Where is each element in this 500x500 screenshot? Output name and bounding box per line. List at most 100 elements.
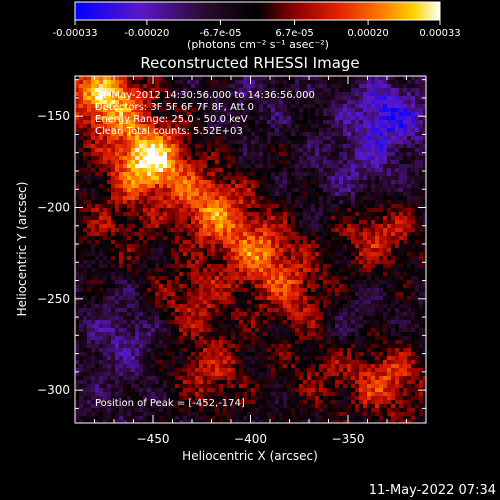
- heatmap-cell: [171, 156, 176, 161]
- heatmap-cell: [115, 232, 120, 237]
- heatmap-cell: [107, 248, 112, 253]
- heatmap-cell: [215, 144, 220, 149]
- heatmap-cell: [307, 152, 312, 157]
- heatmap-cell: [343, 236, 348, 241]
- heatmap-cell: [223, 80, 228, 85]
- heatmap-cell: [79, 108, 84, 113]
- heatmap-cell: [139, 168, 144, 173]
- heatmap-cell: [123, 100, 128, 105]
- heatmap-cell: [379, 144, 384, 149]
- heatmap-cell: [375, 224, 380, 229]
- heatmap-cell: [87, 280, 92, 285]
- heatmap-cell: [187, 120, 192, 125]
- heatmap-cell: [411, 184, 416, 189]
- heatmap-cell: [327, 140, 332, 145]
- heatmap-cell: [343, 148, 348, 153]
- heatmap-cell: [355, 196, 360, 201]
- heatmap-cell: [343, 244, 348, 249]
- heatmap-cell: [299, 220, 304, 225]
- heatmap-cell: [219, 296, 224, 301]
- heatmap-cell: [167, 288, 172, 293]
- heatmap-cell: [311, 288, 316, 293]
- heatmap-cell: [375, 116, 380, 121]
- heatmap-cell: [267, 92, 272, 97]
- heatmap-cell: [235, 100, 240, 105]
- heatmap-cell: [235, 172, 240, 177]
- heatmap-cell: [247, 120, 252, 125]
- heatmap-cell: [395, 224, 400, 229]
- heatmap-cell: [371, 168, 376, 173]
- heatmap-cell: [343, 276, 348, 281]
- heatmap-cell: [403, 260, 408, 265]
- heatmap-cell: [159, 132, 164, 137]
- heatmap-cell: [243, 180, 248, 185]
- heatmap-cell: [179, 264, 184, 269]
- heatmap-cell: [367, 168, 372, 173]
- heatmap-cell: [223, 152, 228, 157]
- heatmap-cell: [91, 140, 96, 145]
- heatmap-cell: [231, 196, 236, 201]
- heatmap-cell: [271, 120, 276, 125]
- heatmap-cell: [203, 284, 208, 289]
- heatmap-cell: [159, 76, 164, 81]
- heatmap-cell: [127, 156, 132, 161]
- heatmap-cell: [131, 184, 136, 189]
- colorbar-ticks: [74, 20, 441, 25]
- heatmap-cell: [243, 172, 248, 177]
- heatmap-cell: [79, 252, 84, 257]
- heatmap-cell: [303, 260, 308, 265]
- heatmap-cell: [99, 160, 104, 165]
- heatmap-cell: [399, 184, 404, 189]
- heatmap-cell: [183, 208, 188, 213]
- heatmap-cell: [115, 244, 120, 249]
- heatmap-cell: [175, 96, 180, 101]
- heatmap-cell: [355, 112, 360, 117]
- heatmap-cell: [319, 128, 324, 133]
- heatmap-cell: [127, 220, 132, 225]
- heatmap-cell: [379, 256, 384, 261]
- heatmap-cell: [139, 152, 144, 157]
- heatmap-cell: [255, 192, 260, 197]
- heatmap-cell: [135, 116, 140, 121]
- heatmap-cell: [287, 244, 292, 249]
- heatmap-cell: [287, 240, 292, 245]
- heatmap-cell: [211, 92, 216, 97]
- heatmap-cell: [307, 224, 312, 229]
- heatmap-cell: [407, 268, 412, 273]
- heatmap-cell: [195, 288, 200, 293]
- heatmap-cell: [171, 192, 176, 197]
- heatmap-cell: [99, 172, 104, 177]
- heatmap-cell: [391, 292, 396, 297]
- heatmap-cell: [255, 264, 260, 269]
- heatmap-cell: [267, 208, 272, 213]
- heatmap-cell: [251, 160, 256, 165]
- heatmap-cell: [167, 132, 172, 137]
- heatmap-cell: [295, 176, 300, 181]
- heatmap-cell: [331, 172, 336, 177]
- heatmap-cell: [95, 180, 100, 185]
- heatmap-cell: [379, 80, 384, 85]
- heatmap-cell: [287, 184, 292, 189]
- heatmap-cell: [387, 280, 392, 285]
- heatmap-cell: [103, 256, 108, 261]
- heatmap-cell: [191, 296, 196, 301]
- heatmap-cell: [163, 300, 168, 305]
- heatmap-cell: [175, 156, 180, 161]
- heatmap-cell: [91, 136, 96, 141]
- heatmap-cell: [359, 84, 364, 89]
- heatmap-cell: [339, 144, 344, 149]
- heatmap-cell: [263, 208, 268, 213]
- heatmap-cell: [239, 224, 244, 229]
- heatmap-cell: [171, 220, 176, 225]
- heatmap-cell: [395, 196, 400, 201]
- heatmap-cell: [239, 264, 244, 269]
- heatmap-cell: [315, 76, 320, 81]
- heatmap-cell: [347, 116, 352, 121]
- heatmap-cell: [287, 288, 292, 293]
- heatmap-cell: [267, 276, 272, 281]
- heatmap-cell: [107, 92, 112, 97]
- heatmap-cell: [243, 160, 248, 165]
- heatmap-cell: [219, 136, 224, 141]
- heatmap-cell: [423, 204, 426, 209]
- heatmap-cell: [367, 236, 372, 241]
